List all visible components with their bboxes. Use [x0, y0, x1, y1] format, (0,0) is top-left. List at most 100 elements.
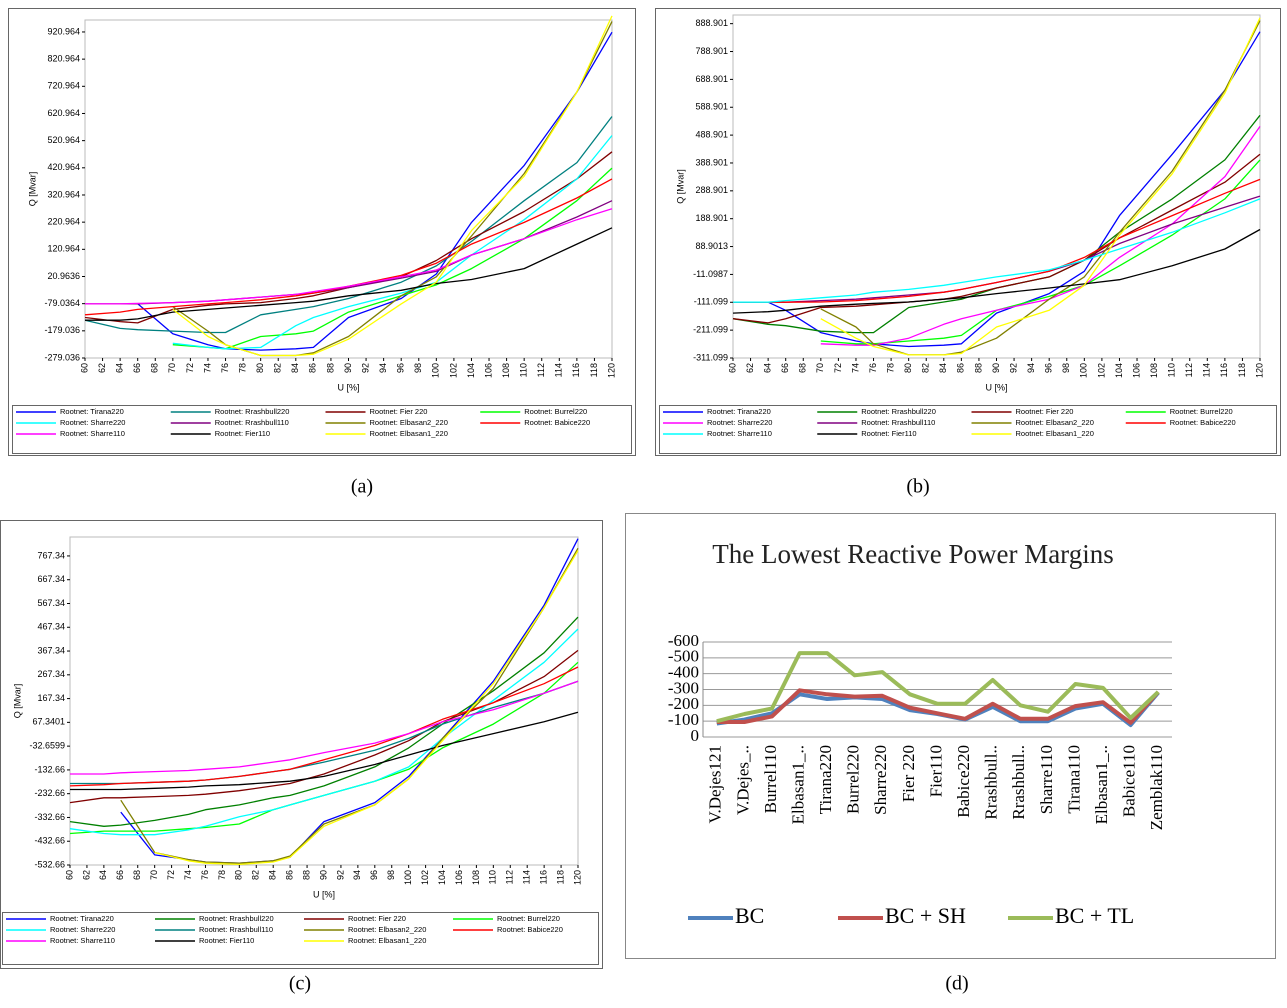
y-tick-label: 67.3401 — [32, 717, 65, 727]
x-tick-label: 80 — [903, 363, 913, 373]
chart-title: The Lowest Reactive Power Margins — [712, 539, 1114, 569]
x-tick-label: 98 — [1061, 363, 1071, 373]
y-tick-label: 320.964 — [47, 189, 80, 199]
y-tick-label: -600 — [668, 631, 699, 650]
x-tick-label: 90 — [318, 870, 328, 880]
legend-label: Rootnet: Elbasan1_220 — [370, 429, 448, 438]
y-tick-label: 720.964 — [47, 81, 80, 91]
y-tick-label: -279.036 — [44, 352, 80, 362]
x-tick-label: 88 — [301, 870, 311, 880]
y-tick-label: 520.964 — [47, 135, 80, 145]
y-tick-label: 767.34 — [37, 550, 65, 560]
x-tick-label: 74 — [850, 363, 860, 373]
x-tick-label: 104 — [1114, 363, 1124, 378]
x-tick-label: Elbasan1_.. — [788, 745, 807, 824]
legend-label: Rootnet: Babice220 — [524, 418, 590, 427]
x-tick-label: 102 — [448, 363, 458, 378]
x-tick-label: 94 — [1026, 363, 1036, 373]
legend-box — [659, 405, 1277, 454]
chart-frame — [625, 513, 1276, 959]
legend-label: Rootnet: Fier110 — [861, 429, 916, 438]
x-tick-label: 82 — [273, 363, 283, 373]
legend-label: Rootnet: Rrashbull110 — [861, 418, 935, 427]
y-tick-label: -311.099 — [693, 352, 728, 362]
x-axis-label: U [%] — [313, 889, 335, 899]
x-tick-label: 78 — [237, 363, 247, 373]
x-tick-label: Tirana220 — [816, 745, 835, 814]
legend-box — [12, 405, 632, 454]
x-tick-label: 100 — [431, 363, 441, 378]
x-tick-label: 118 — [1237, 363, 1247, 377]
y-tick-label: 620.964 — [47, 108, 80, 118]
x-tick-label: 72 — [166, 870, 176, 880]
legend-label: Rootnet: Rrashbull220 — [215, 407, 290, 416]
series-line — [85, 227, 613, 321]
x-tick-label: 120 — [1254, 363, 1264, 378]
legend-label: Rootnet: Elbasan2_220 — [348, 925, 426, 934]
x-tick-label: 96 — [396, 363, 406, 373]
x-tick-label: Elbasan1_.. — [1092, 745, 1111, 824]
series-line — [732, 153, 1261, 324]
y-tick-label: -432.66 — [34, 836, 65, 846]
x-tick-label: 80 — [234, 870, 244, 880]
legend-label: Rootnet: Sharre110 — [60, 429, 125, 438]
x-tick-label: 78 — [217, 870, 227, 880]
legend-label: Rootnet: Sharre220 — [50, 925, 115, 934]
x-tick-label: 114 — [1202, 363, 1212, 377]
y-tick-label: 788.901 — [695, 46, 728, 56]
x-tick-label: Rrashbull.. — [982, 745, 1001, 820]
x-tick-label: 82 — [251, 870, 261, 880]
x-tick-label: 116 — [1219, 363, 1229, 377]
series-line — [820, 20, 1261, 356]
x-tick-label: 74 — [183, 870, 193, 880]
x-tick-label: 82 — [921, 363, 931, 373]
caption: (a) — [351, 476, 373, 498]
x-tick-label: 84 — [290, 363, 300, 373]
x-tick-label: Sharre220 — [871, 745, 890, 815]
y-tick-label: 667.34 — [37, 574, 65, 584]
x-tick-label: 60 — [727, 363, 737, 373]
x-tick-label: 112 — [1184, 363, 1194, 377]
y-tick-label: 888.901 — [695, 18, 728, 28]
chart-frame — [0, 520, 603, 969]
legend-label: Rootnet: Fier 220 — [370, 407, 428, 416]
y-tick-label: 420.964 — [47, 162, 80, 172]
y-tick-label: 920.964 — [47, 26, 80, 36]
y-tick-label: -111.099 — [694, 297, 728, 307]
x-tick-label: 62 — [745, 363, 755, 373]
series-line — [172, 15, 613, 357]
legend-label: Rootnet: Rrashbull110 — [215, 418, 289, 427]
x-tick-label: 98 — [413, 363, 423, 373]
legend-label: Rootnet: Tirana220 — [707, 407, 771, 416]
x-tick-label: 76 — [868, 363, 878, 373]
x-tick-label: Sharre110 — [1037, 745, 1056, 814]
x-tick-label: 84 — [268, 870, 278, 880]
x-tick-label: 70 — [167, 363, 177, 373]
legend-label: Rootnet: Rrashbull220 — [199, 914, 274, 923]
x-tick-label: 90 — [343, 363, 353, 373]
y-tick-label: 467.34 — [37, 622, 65, 632]
x-tick-label: 64 — [115, 363, 125, 373]
chart-frame — [8, 8, 636, 456]
y-tick-label: 167.34 — [37, 693, 65, 703]
x-tick-label: 60 — [79, 363, 89, 373]
legend-label: Rootnet: Tirana220 — [50, 914, 114, 923]
legend-label: BC + TL — [1055, 903, 1134, 928]
x-tick-label: 102 — [420, 870, 430, 885]
x-axis-label: U [%] — [337, 382, 359, 392]
legend-label: Rootnet: Elbasan2_220 — [370, 418, 448, 427]
legend-label: Rootnet: Sharre220 — [707, 418, 772, 427]
y-tick-label: 120.964 — [47, 244, 80, 254]
y-tick-label: -100 — [668, 710, 699, 729]
series-line — [69, 616, 579, 827]
y-tick-label: 388.901 — [695, 157, 728, 167]
x-axis-label: U [%] — [985, 382, 1007, 392]
x-tick-label: 64 — [763, 363, 773, 373]
x-tick-label: 92 — [360, 363, 370, 373]
legend-label: BC — [735, 903, 764, 928]
y-tick-label: 0 — [691, 726, 700, 745]
x-tick-label: 74 — [202, 363, 212, 373]
y-axis-label: Q [Mvar] — [27, 172, 37, 207]
y-tick-label: -532.66 — [34, 859, 65, 869]
